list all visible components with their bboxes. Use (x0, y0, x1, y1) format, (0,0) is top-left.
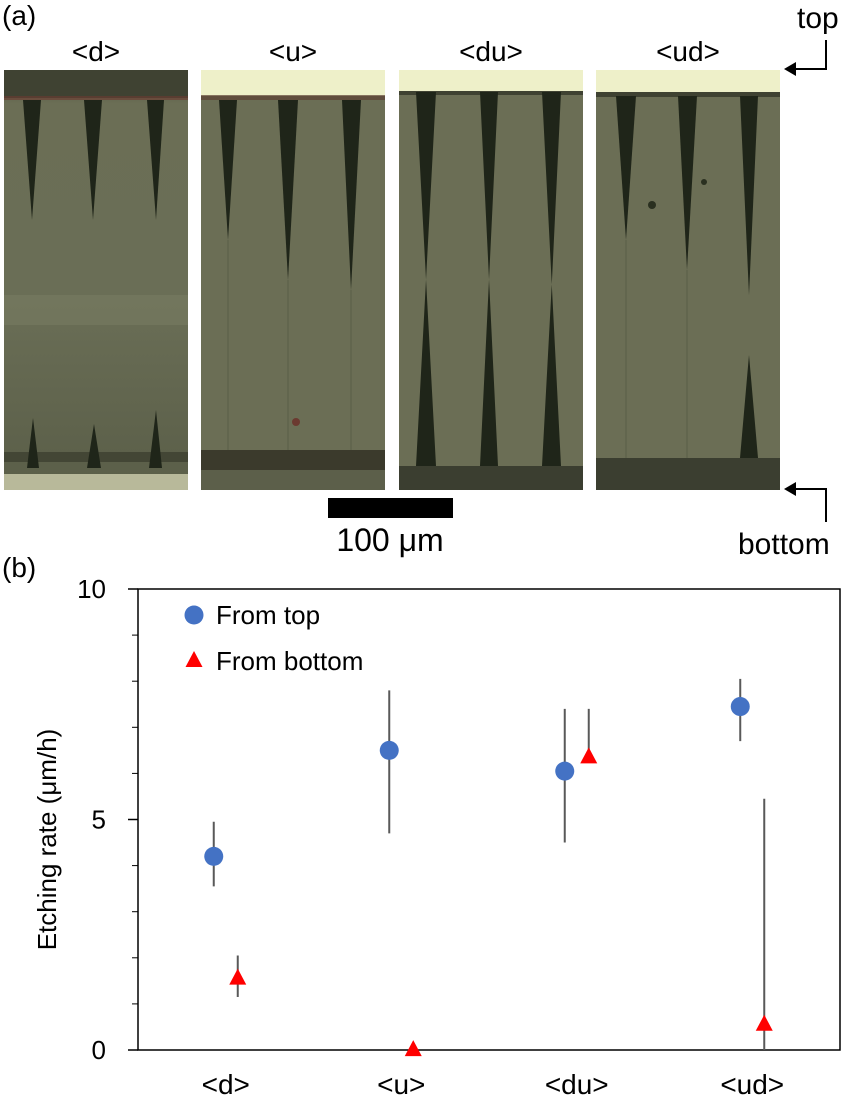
legend-label-from-bottom: From bottom (216, 646, 363, 676)
micrograph-du (399, 70, 583, 490)
data-point-from-top (555, 761, 575, 781)
scale-bar (328, 498, 453, 518)
y-tick-label: 5 (92, 805, 106, 835)
y-tick-label: 0 (92, 1035, 106, 1065)
y-tick-label: 10 (77, 574, 106, 604)
micrograph-u (201, 70, 385, 490)
x-category-label: <d> (202, 1069, 250, 1100)
x-category-label: <du> (545, 1069, 609, 1100)
y-axis-label: Etching rate (μm/h) (32, 729, 62, 951)
data-point-from-bottom (580, 747, 598, 764)
legend-label-from-top: From top (216, 600, 320, 630)
legend-marker-from-top (184, 605, 204, 625)
data-point-from-bottom (404, 1040, 422, 1057)
data-point-from-top (730, 697, 750, 717)
panel-b-label: (b) (2, 552, 37, 583)
sample-label-du: <du> (459, 36, 523, 67)
data-point-from-bottom (229, 968, 247, 985)
x-category-label: <ud> (720, 1069, 784, 1100)
legend-marker-from-bottom (185, 651, 203, 667)
sample-label-u: <u> (268, 36, 318, 67)
data-point-from-bottom (755, 1014, 773, 1031)
panel-a-label: (a) (2, 0, 37, 31)
data-point-from-top (379, 740, 399, 760)
top-label: top (797, 2, 839, 35)
bottom-label: bottom (738, 528, 830, 561)
scale-bar-label: 100 μm (336, 522, 444, 558)
micrograph-ud (596, 70, 780, 490)
etching-rate-chart: 0 5 10 Etching rate (μm/h) From top From bot… (32, 574, 841, 1100)
sample-label-ud: <ud> (656, 36, 720, 67)
data-point-from-top (204, 846, 224, 866)
micrograph-d (4, 70, 188, 490)
sample-label-d: <d> (71, 36, 121, 67)
bottom-arrow-icon (784, 482, 827, 522)
x-category-label: <u> (377, 1069, 425, 1100)
top-arrow-icon (784, 40, 827, 76)
